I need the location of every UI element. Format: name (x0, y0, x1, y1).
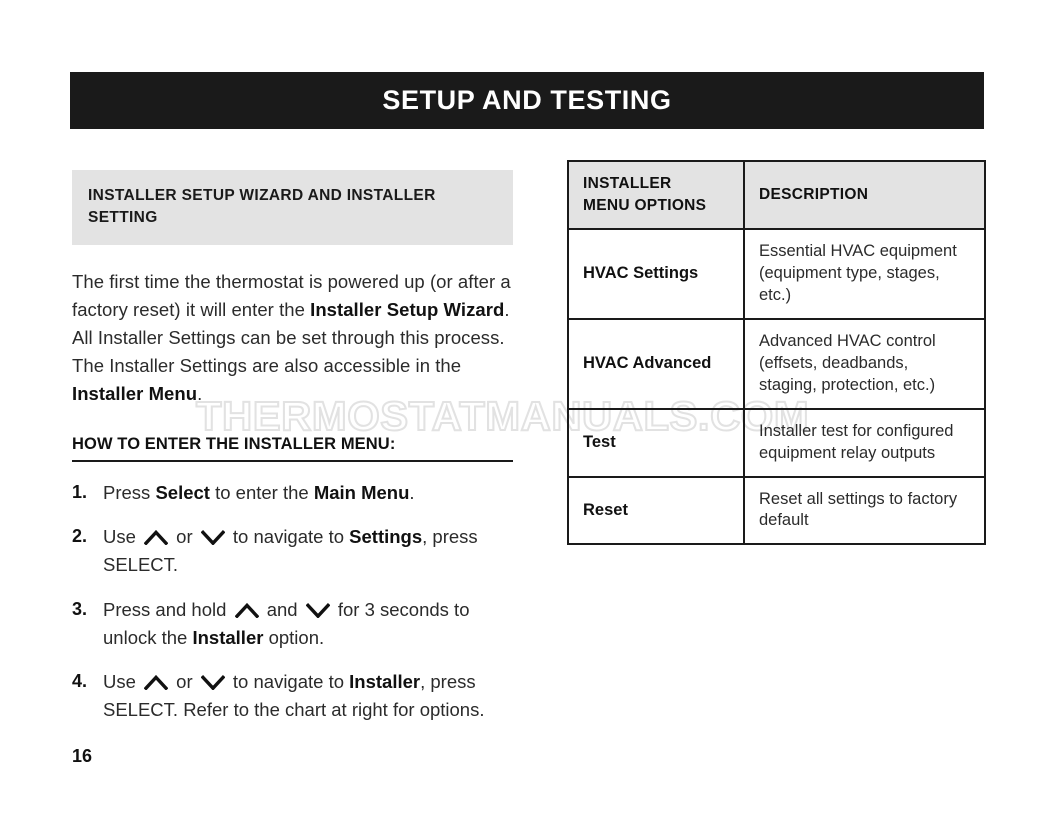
intro-paragraph: The first time the thermostat is powered… (72, 268, 513, 409)
section-heading-box: INSTALLER SETUP WIZARD AND INSTALLER SET… (72, 170, 513, 245)
chevron-down-icon (200, 675, 225, 691)
step-text-e: , press SELECT. Refer to the chart at ri… (103, 671, 485, 721)
step-text-c: or (171, 526, 198, 548)
step-text-a: Press and hold (103, 598, 232, 620)
intro-bold-1: Installer Setup Wizard (310, 299, 505, 321)
chevron-down-icon (305, 602, 330, 618)
table-cell-description: Advanced HVAC control (effsets, deadband… (743, 317, 986, 410)
table-cell-option: Reset (567, 475, 745, 546)
table-row: HVAC Settings Essential HVAC equipment (… (567, 228, 986, 320)
intro-text-1: The first time the thermostat is powered… (72, 271, 511, 321)
page-number: 16 (72, 746, 93, 766)
table-row: Reset Reset all settings to factory defa… (567, 475, 986, 546)
intro-bold-2: Installer Menu (72, 383, 198, 405)
page-title-bar: SETUP AND TESTING (70, 72, 984, 129)
table-header-menu-options: INSTALLER MENU OPTIONS (567, 160, 745, 230)
list-item: 3. Press and hold and for 3 seconds to un… (72, 596, 513, 652)
left-column: INSTALLER SETUP WIZARD AND INSTALLER SET… (72, 170, 513, 724)
page-title: SETUP AND TESTING (382, 85, 672, 115)
table-row: Test Installer test for configured equip… (567, 407, 986, 478)
step-text-d: . (409, 481, 415, 503)
section-heading-line-1: INSTALLER SETUP WIZARD AND (88, 187, 343, 204)
step-bold-select: Select (155, 481, 210, 503)
table-cell-option: HVAC Advanced (567, 317, 745, 410)
intro-text-2: . All Installer Settings can be set thro… (72, 299, 510, 377)
table-cell-description: Reset all settings to factory default (743, 475, 986, 546)
list-item: 4. Use or to navigate to Installer, press… (72, 668, 513, 724)
step-text-c: or (171, 671, 198, 693)
step-number: 1. (72, 481, 88, 502)
chevron-up-icon (144, 530, 169, 546)
step-text-c: to enter the (209, 481, 314, 503)
step-text-e: , press SELECT. (103, 526, 478, 576)
howto-heading: HOW TO ENTER THE INSTALLER MENU: (72, 435, 513, 462)
table-cell-option: HVAC Settings (567, 228, 745, 320)
table-header-description: DESCRIPTION (743, 160, 986, 230)
step-number: 2. (72, 526, 88, 547)
intro-text-3: . (197, 383, 203, 405)
table-header-line-2: MENU OPTIONS (583, 197, 707, 214)
table-cell-description: Essential HVAC equipment (equipment type… (743, 228, 986, 320)
step-text-d: to navigate to (227, 671, 350, 693)
step-bold-installer: Installer (192, 626, 264, 648)
table-cell-option: Test (567, 407, 745, 478)
step-bold-installer: Installer (349, 671, 421, 693)
step-text-a: Use (103, 671, 142, 693)
step-text-c: and (261, 598, 303, 620)
step-bold-settings: Settings (349, 526, 423, 548)
table-header-line-1: INSTALLER (583, 175, 672, 193)
list-item: 2. Use or to navigate to Settings, press … (72, 523, 513, 579)
list-item: 1. Press Select to enter the Main Menu. (72, 479, 513, 507)
steps-list: 1. Press Select to enter the Main Menu. 2… (72, 479, 513, 724)
installer-menu-table: INSTALLER MENU OPTIONS DESCRIPTION HVAC … (567, 160, 986, 546)
chevron-up-icon (144, 675, 169, 691)
step-text-a: Use (103, 526, 142, 548)
table-row: HVAC Advanced Advanced HVAC control (eff… (567, 317, 986, 410)
step-bold-main-menu: Main Menu (313, 481, 410, 503)
chevron-up-icon (234, 602, 259, 618)
table-cell-description: Installer test for configured equipment … (743, 407, 986, 478)
chevron-down-icon (200, 530, 225, 546)
step-number: 4. (72, 671, 88, 692)
step-text-d: to navigate to (227, 526, 350, 548)
step-text-d: for 3 seconds to unlock the (103, 598, 470, 648)
step-text-e: option. (263, 626, 325, 648)
installer-menu-table-wrapper: INSTALLER MENU OPTIONS DESCRIPTION HVAC … (567, 160, 986, 546)
section-heading-line-2: INSTALLER SETTING (88, 187, 436, 226)
step-number: 3. (72, 598, 88, 619)
table-header-row: INSTALLER MENU OPTIONS DESCRIPTION (567, 160, 986, 230)
step-text-a: Press (103, 481, 156, 503)
